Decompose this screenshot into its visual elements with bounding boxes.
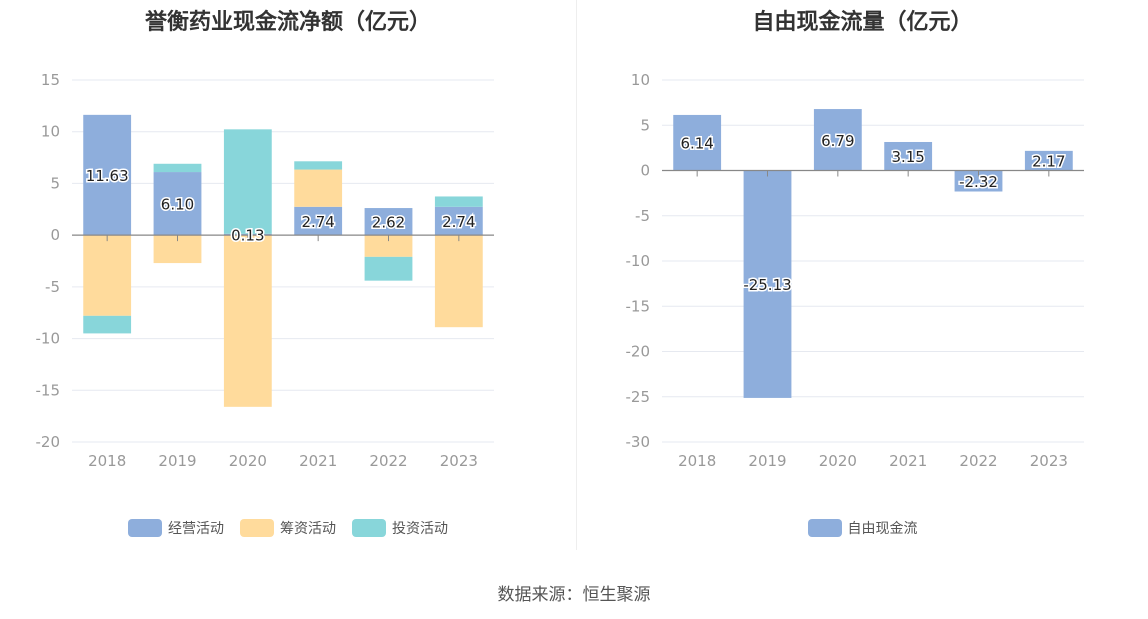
x-tick-label: 2021: [299, 452, 337, 470]
bar-0-2019: [153, 172, 202, 236]
legend-swatch: [807, 519, 842, 537]
legend-label: 自由现金流: [847, 521, 918, 537]
bar-0-2023: [1024, 150, 1073, 171]
legend-item[interactable]: 投资活动: [352, 518, 448, 538]
x-tick-label: 2022: [369, 452, 407, 470]
bar-0-2018: [83, 114, 132, 236]
y-tick-label: -30: [626, 433, 651, 451]
y-tick-label: -5: [45, 278, 60, 296]
data-label: 2.17: [1032, 153, 1065, 171]
bar-0-2021: [884, 141, 933, 171]
legend-label: 投资活动: [392, 521, 448, 537]
bar-1-2018: [83, 235, 132, 316]
bar-2-2018: [83, 315, 132, 334]
y-tick-label: 5: [50, 174, 60, 192]
bar-0-2020: [813, 109, 862, 171]
y-tick-label: -20: [36, 433, 61, 451]
y-tick-label: 0: [640, 162, 650, 180]
legend-label: 经营活动: [168, 521, 224, 537]
data-label: 6.79: [821, 132, 854, 150]
legend-item[interactable]: 经营活动: [128, 518, 224, 538]
y-tick-label: 15: [41, 71, 60, 89]
data-label: -25.13: [743, 276, 791, 294]
bar-2-2021: [294, 161, 343, 170]
panel-divider: [576, 0, 577, 550]
y-tick-label: 10: [41, 123, 60, 141]
data-label: 2.62: [372, 214, 405, 232]
y-tick-label: -15: [626, 297, 651, 315]
x-tick-label: 2019: [748, 452, 786, 470]
bar-2-2020: [223, 129, 272, 234]
bar-2-2023: [434, 196, 483, 207]
data-label: 2.74: [442, 213, 475, 231]
free-cash-flow-chart: 10 5 0 -5 -10 -15 -20 -25 -30 2018 2019 2020 2021 202…: [626, 71, 1084, 470]
x-tick-label: 2020: [819, 452, 857, 470]
x-tick-label: 2021: [889, 452, 927, 470]
data-label: 6.10: [161, 196, 194, 214]
x-tick-label: 2020: [229, 452, 267, 470]
bar-0-2022: [954, 170, 1003, 192]
data-label: 6.14: [680, 135, 713, 153]
data-label: 0.13: [231, 226, 264, 244]
y-tick-label: -15: [36, 381, 61, 399]
bar-1-2023: [434, 235, 483, 328]
legend-label: 筹资活动: [280, 521, 336, 537]
bar-1-2022: [364, 235, 413, 257]
bar-0-2021: [294, 206, 343, 236]
y-tick-label: 5: [640, 116, 650, 134]
y-tick-label: -25: [626, 388, 651, 406]
x-tick-label: 2018: [88, 452, 126, 470]
y-tick-label: 0: [50, 226, 60, 244]
data-label: 2.74: [301, 213, 334, 231]
legend-item[interactable]: 自由现金流: [807, 518, 918, 538]
bar-1-2020: [223, 235, 272, 407]
y-tick-label: -10: [626, 252, 651, 270]
bar-2-2022: [364, 256, 413, 281]
chart-title-free-cash-flow: 自由现金流量（亿元）: [752, 10, 973, 35]
x-tick-label: 2018: [678, 452, 716, 470]
x-tick-label: 2023: [1030, 452, 1068, 470]
chart-title-cash-flow-net: 誉衡药业现金流净额（亿元）: [144, 10, 431, 35]
bar-0-2022: [364, 208, 413, 236]
bar-0-2019: [743, 170, 792, 398]
x-tick-label: 2022: [959, 452, 997, 470]
data-source-note: 数据来源：恒生聚源: [497, 585, 651, 605]
y-tick-label: -20: [626, 343, 651, 361]
bar-1-2021: [294, 169, 343, 207]
bar-2-2019: [153, 163, 202, 173]
bar-0-2023: [434, 206, 483, 236]
y-tick-label: -5: [635, 207, 650, 225]
free-cash-flow-legend: 自由现金流: [577, 518, 1148, 538]
legend-item[interactable]: 筹资活动: [240, 518, 336, 538]
legend-swatch: [128, 519, 162, 537]
cash-flow-net-chart-panel: 誉衡药业现金流净额（亿元） 15 10 5 0 -5 -10 -15 -20 2018 2019 2…: [0, 0, 576, 550]
data-label: 11.63: [86, 167, 129, 185]
cash-flow-net-chart: 15 10 5 0 -5 -10 -15 -20 2018 2019 2020 2021 2022 202…: [36, 71, 494, 470]
free-cash-flow-chart-panel: 自由现金流量（亿元） 10 5 0 -5 -10 -15 -20 -25 -30 2018 2019…: [577, 0, 1148, 550]
x-tick-label: 2023: [440, 452, 478, 470]
legend-swatch: [240, 519, 274, 537]
legend-swatch: [352, 519, 386, 537]
bar-0-2018: [673, 114, 722, 171]
cash-flow-net-legend: 经营活动 筹资活动 投资活动: [0, 518, 576, 538]
y-tick-label: -10: [36, 330, 61, 348]
data-label: -2.32: [959, 173, 998, 191]
data-label: 3.15: [891, 148, 924, 166]
y-tick-label: 10: [631, 71, 650, 89]
x-tick-label: 2019: [158, 452, 196, 470]
bar-0-2020: [223, 233, 272, 236]
